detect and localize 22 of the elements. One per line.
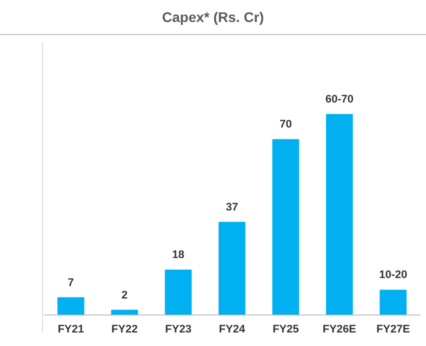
data-label: 2 bbox=[122, 289, 128, 302]
bar bbox=[272, 139, 300, 315]
x-tick-label: FY24 bbox=[218, 323, 246, 336]
data-label: 37 bbox=[226, 201, 238, 214]
x-tick-label: FY25 bbox=[272, 323, 299, 336]
x-tick-label: FY26E bbox=[322, 323, 356, 336]
bar bbox=[380, 290, 407, 315]
bar bbox=[111, 310, 138, 315]
data-label: 60-70 bbox=[325, 94, 354, 106]
bar bbox=[218, 222, 246, 315]
data-label: 70 bbox=[280, 118, 292, 131]
x-tick-label: FY22 bbox=[111, 323, 138, 336]
data-label: 18 bbox=[172, 249, 184, 262]
x-tick-label: FY21 bbox=[58, 323, 84, 336]
data-label: 10-20 bbox=[379, 269, 408, 282]
bar bbox=[326, 114, 353, 315]
bar bbox=[164, 270, 192, 315]
x-tick-label: FY27E bbox=[376, 323, 410, 336]
data-label: 7 bbox=[68, 276, 74, 289]
chart-title: Capex* (Rs. Cr) bbox=[0, 0, 426, 35]
bar bbox=[57, 297, 84, 315]
x-tick-label: FY23 bbox=[165, 323, 192, 336]
